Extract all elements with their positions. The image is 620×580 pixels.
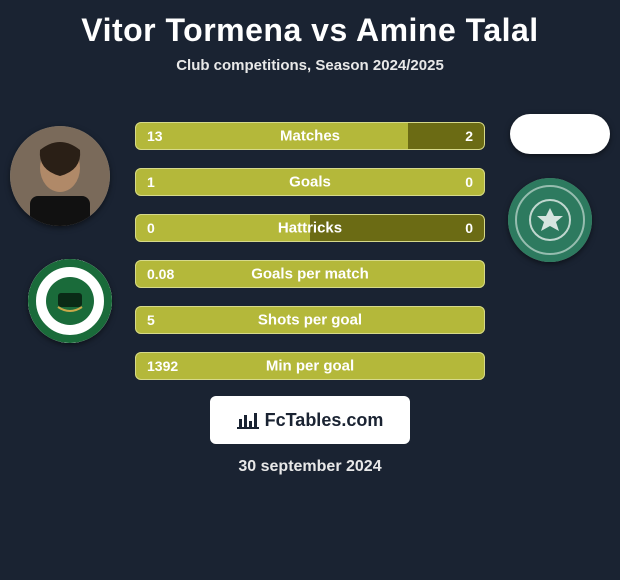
brand-chip[interactable]: FcTables.com	[210, 396, 410, 444]
stat-label: Matches	[280, 128, 340, 145]
stat-label: Hattricks	[278, 220, 342, 237]
stat-row: 1392 Min per goal	[135, 352, 485, 380]
stat-value-left: 0.08	[147, 266, 174, 282]
comparison-title: Vitor Tormena vs Amine Talal	[0, 0, 620, 49]
stats-area: 13 Matches 2 1 Goals 0 0 Hattricks 0 0.08 Goals pe…	[0, 104, 620, 384]
stat-row: 5 Shots per goal	[135, 306, 485, 334]
stat-value-left: 1392	[147, 358, 178, 374]
brand-label: FcTables.com	[265, 410, 384, 431]
stat-value-left: 1	[147, 174, 155, 190]
stat-row: 1 Goals 0	[135, 168, 485, 196]
stat-label: Goals	[289, 174, 331, 191]
stat-value-right: 0	[465, 174, 473, 190]
stat-value-right: 0	[465, 220, 473, 236]
stat-row: 0 Hattricks 0	[135, 214, 485, 242]
stat-bar-left-fill	[135, 122, 408, 150]
player-left-club-badge	[28, 259, 112, 343]
player-right-club-badge	[508, 178, 592, 262]
chart-icon	[237, 411, 259, 429]
player-left-avatar	[10, 126, 110, 226]
player-right-avatar	[510, 114, 610, 154]
stat-label: Shots per goal	[258, 312, 362, 329]
stat-value-left: 5	[147, 312, 155, 328]
stat-value-left: 13	[147, 128, 163, 144]
stat-value-left: 0	[147, 220, 155, 236]
stat-label: Min per goal	[266, 358, 354, 375]
comparison-subtitle: Club competitions, Season 2024/2025	[0, 57, 620, 74]
stat-label: Goals per match	[251, 266, 369, 283]
comparison-date: 30 september 2024	[0, 458, 620, 476]
stat-row: 0.08 Goals per match	[135, 260, 485, 288]
stat-value-right: 2	[465, 128, 473, 144]
stat-row: 13 Matches 2	[135, 122, 485, 150]
